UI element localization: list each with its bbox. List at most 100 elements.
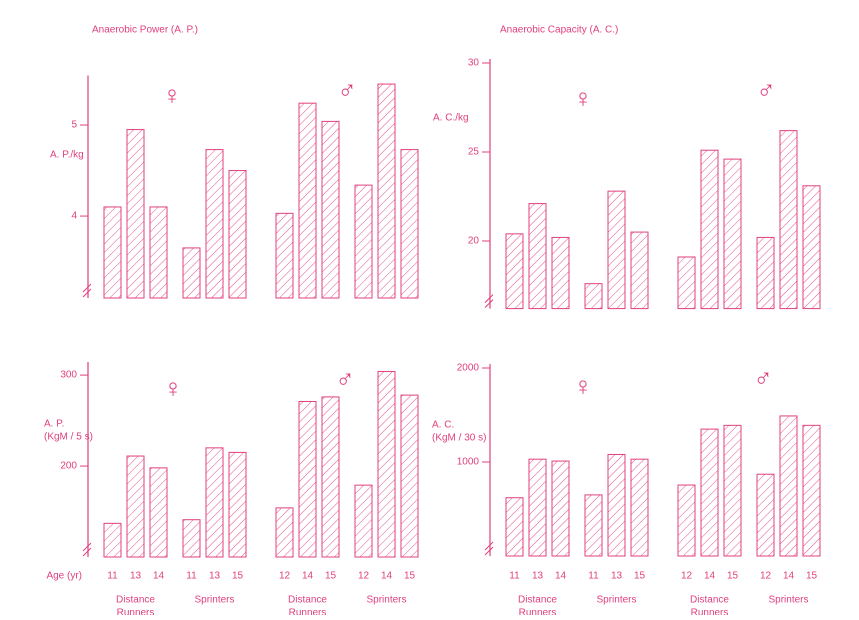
x-tick-label: 13 [532, 571, 544, 582]
y-tick-label: 1000 [457, 457, 480, 468]
bar [723, 158, 742, 310]
y-axis-label: A. C. [432, 420, 454, 431]
chart-title: Anaerobic Capacity (A. C.) [500, 25, 618, 36]
bar [126, 455, 145, 558]
y-tick-label: 300 [60, 370, 77, 381]
bar [103, 206, 122, 299]
x-tick-label: 13 [130, 571, 142, 582]
bar [205, 149, 224, 299]
x-tick-label: 11 [107, 571, 118, 582]
x-tick-label: 12 [279, 571, 291, 582]
y-axis-label: (KgM / 30 s) [432, 433, 486, 444]
group-label: Runners [117, 608, 155, 615]
x-tick-label: 14 [381, 571, 393, 582]
x-tick-label: 14 [704, 571, 716, 582]
bar [354, 484, 373, 558]
x-tick-label: 14 [153, 571, 165, 582]
y-tick-label: 30 [468, 58, 480, 69]
x-tick-label: 12 [760, 571, 772, 582]
sex-symbol: ♂ [337, 75, 357, 105]
x-tick-label: 12 [358, 571, 370, 582]
axis-break [82, 542, 92, 557]
x-tick-label: 11 [186, 571, 197, 582]
bar [275, 507, 294, 558]
bar [298, 400, 317, 558]
bar [321, 396, 340, 558]
y-axis-label: A. P./kg [50, 150, 84, 161]
chart-title: Anaerobic Power (A. P.) [92, 25, 198, 36]
bar [400, 394, 419, 558]
y-axis-label: A. C./kg [433, 113, 469, 124]
bar [298, 102, 317, 299]
bar [677, 256, 696, 310]
bar [505, 233, 524, 310]
group-label: Runners [519, 608, 557, 615]
sex-symbol: ♂ [335, 364, 355, 394]
x-tick-label: 15 [404, 571, 416, 582]
x-tick-label: 12 [681, 571, 693, 582]
y-axis-label: A. P. [44, 419, 64, 430]
bar [377, 370, 396, 558]
bar [149, 206, 168, 299]
sex-symbol: ♀ [162, 80, 182, 110]
bar [779, 415, 798, 557]
y-tick-label: 20 [468, 236, 480, 247]
y-tick-label: 5 [71, 120, 77, 131]
group-label: Distance [116, 595, 155, 606]
x-tick-label: 15 [325, 571, 337, 582]
bar [321, 120, 340, 299]
bar [377, 83, 396, 299]
bar [354, 184, 373, 299]
x-tick-label: 11 [509, 571, 520, 582]
bar [228, 170, 247, 299]
x-tick-label: 15 [727, 571, 739, 582]
bar [551, 460, 570, 557]
bar [607, 190, 626, 310]
bar [700, 149, 719, 310]
sex-symbol: ♂ [756, 75, 776, 105]
x-tick-label: 14 [783, 571, 795, 582]
bar [756, 236, 775, 310]
bar [528, 203, 547, 310]
group-label: Sprinters [194, 595, 234, 606]
bar [275, 212, 294, 299]
bar [149, 467, 168, 558]
x-tick-label: 15 [232, 571, 244, 582]
bar [607, 453, 626, 557]
y-axis-label: (KgM / 5 s) [44, 432, 93, 443]
bar [528, 458, 547, 557]
bar [700, 428, 719, 557]
bar [126, 129, 145, 299]
bar [677, 484, 696, 557]
bar [182, 247, 201, 299]
group-label: Distance [288, 595, 327, 606]
group-label: Distance [518, 595, 557, 606]
y-tick-label: 2000 [457, 363, 480, 374]
sex-symbol: ♀ [163, 373, 183, 403]
bar [400, 149, 419, 299]
bar [802, 424, 821, 557]
group-label: Sprinters [366, 595, 406, 606]
y-tick-label: 4 [71, 211, 77, 222]
group-label: Sprinters [596, 595, 636, 606]
x-tick-label: 14 [302, 571, 314, 582]
sex-symbol: ♀ [573, 371, 593, 401]
bar [228, 451, 247, 558]
x-tick-label: 13 [611, 571, 623, 582]
axis-break [484, 541, 494, 556]
y-tick-label: 200 [60, 461, 77, 472]
x-tick-label: 15 [806, 571, 818, 582]
bar [182, 519, 201, 558]
bar [584, 494, 603, 557]
sex-symbol: ♂ [753, 363, 773, 393]
bar [779, 130, 798, 310]
bar [103, 522, 122, 558]
bar [630, 231, 649, 310]
axis-break [82, 283, 92, 298]
x-tick-label: 11 [588, 571, 599, 582]
x-tick-label: 14 [555, 571, 567, 582]
bar [551, 236, 570, 310]
axis-break [484, 294, 494, 308]
